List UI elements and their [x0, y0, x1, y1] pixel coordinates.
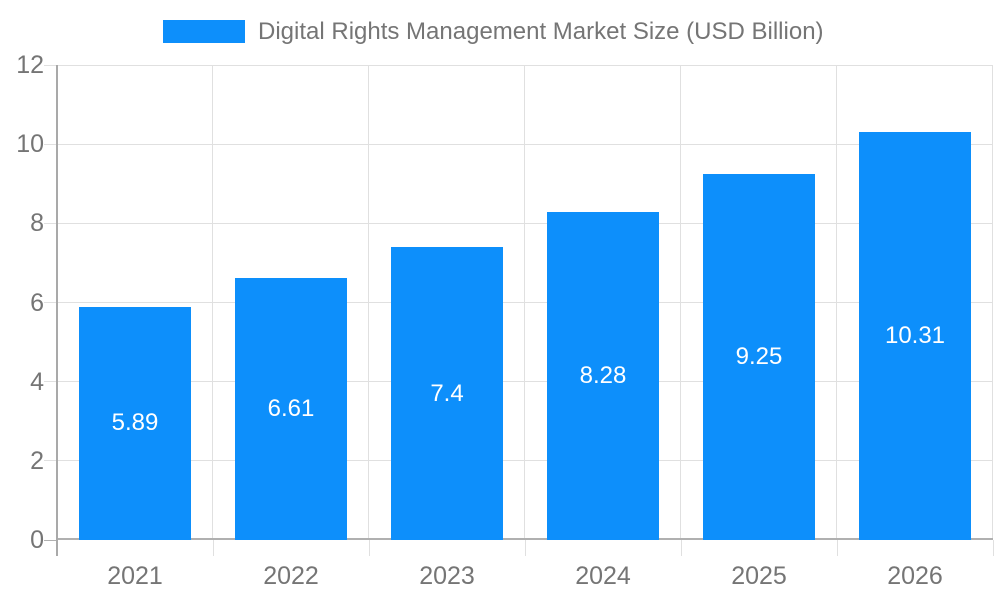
gridline-vertical: [836, 65, 837, 540]
y-axis-label: 2: [30, 446, 44, 475]
x-axis-tick: [212, 540, 214, 556]
chart-legend[interactable]: Digital Rights Management Market Size (U…: [0, 0, 1000, 50]
x-axis-label: 2024: [575, 562, 631, 590]
y-axis-line: [56, 65, 58, 556]
y-axis-label: 6: [30, 288, 44, 317]
bar-2024[interactable]: 8.28: [547, 212, 659, 540]
gridline-vertical: [524, 65, 525, 540]
gridline-horizontal: [57, 64, 993, 66]
y-axis-tick: [44, 143, 56, 145]
x-axis-baseline: [57, 538, 993, 540]
y-axis-label: 0: [30, 526, 44, 554]
y-axis-label: 12: [16, 51, 44, 79]
bar-2026[interactable]: 10.31: [859, 131, 971, 540]
y-axis-tick: [44, 222, 56, 224]
x-axis-label: 2026: [887, 562, 943, 590]
x-axis-tick: [680, 540, 682, 556]
bar-2022[interactable]: 6.61: [235, 278, 347, 540]
x-axis-tick: [524, 540, 526, 556]
x-axis-label: 2022: [263, 562, 319, 590]
gridline-horizontal: [57, 302, 993, 303]
gridline-horizontal: [57, 381, 993, 383]
gridline-vertical: [992, 65, 993, 540]
plot-area: 5.89 6.61 7.4 8.28 9.25 10.31 2021 2022 2023 2024…: [44, 64, 994, 590]
x-axis-label: 2023: [419, 562, 475, 590]
x-axis-tick: [992, 540, 994, 556]
gridline-vertical: [368, 65, 369, 540]
gridline-horizontal: [57, 222, 993, 224]
gridline-vertical: [680, 65, 681, 540]
bar-value-label: 8.28: [579, 362, 627, 390]
y-axis-label: 4: [30, 367, 44, 396]
y-axis-label: 10: [16, 130, 44, 159]
bar-2025[interactable]: 9.25: [703, 173, 815, 540]
y-axis-label: 8: [30, 209, 44, 238]
x-axis-tick: [836, 540, 838, 556]
legend-label: Digital Rights Management Market Size (U…: [258, 18, 824, 45]
bar-2023[interactable]: 7.4: [391, 247, 503, 540]
bar-value-label: 6.61: [267, 395, 315, 423]
gridline-horizontal: [57, 143, 993, 145]
bar-2021[interactable]: 5.89: [79, 306, 191, 540]
y-axis-tick: [44, 460, 56, 462]
bar-value-label: 5.89: [111, 409, 159, 437]
y-axis-tick: [44, 381, 56, 383]
y-axis-tick: [44, 64, 56, 66]
y-axis-tick: [44, 302, 56, 303]
gridline-vertical: [212, 65, 213, 540]
y-axis-tick: [44, 539, 56, 541]
bar-value-label: 10.31: [884, 321, 946, 349]
bar-value-label: 9.25: [735, 342, 783, 370]
x-axis-label: 2025: [731, 562, 787, 590]
legend-swatch: [163, 20, 245, 43]
x-axis-label: 2021: [107, 562, 163, 590]
x-axis-tick: [368, 540, 370, 556]
bar-value-label: 7.4: [430, 379, 464, 407]
gridline-horizontal: [57, 460, 993, 462]
